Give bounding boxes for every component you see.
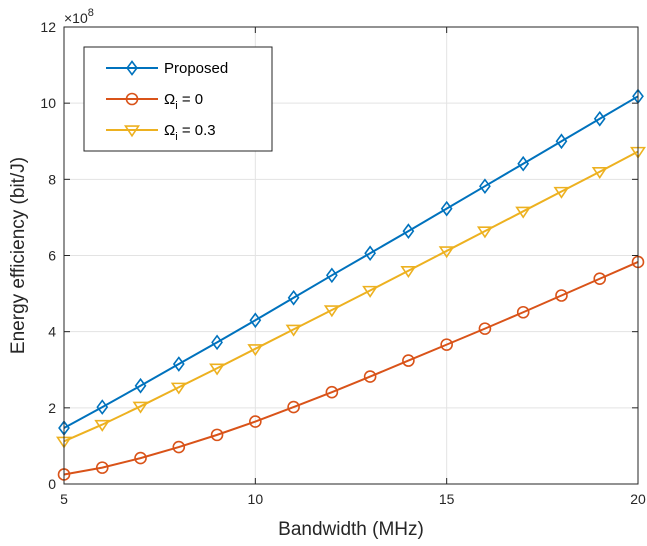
- legend-marker: [125, 92, 139, 106]
- legend: Proposed Ωi = 0 Ωi = 0.3: [83, 46, 273, 152]
- data-point: [170, 382, 187, 395]
- data-point: [591, 167, 608, 180]
- data-point: [364, 245, 377, 262]
- data-point: [593, 110, 606, 127]
- data-point: [555, 289, 568, 302]
- x-axis-label: Bandwidth (MHz): [278, 519, 424, 540]
- y-axis-exponent: ×108: [64, 7, 94, 26]
- data-point: [96, 399, 109, 415]
- data-point: [400, 266, 417, 279]
- data-point: [323, 305, 340, 318]
- data-point: [553, 186, 570, 199]
- legend-entry-2: Ωi = 0: [106, 91, 203, 112]
- data-point: [249, 415, 262, 428]
- data-point: [476, 226, 493, 239]
- y-tick-label: 0: [48, 476, 56, 492]
- data-point: [94, 419, 111, 432]
- series-line: [63, 261, 639, 476]
- data-point: [134, 451, 147, 465]
- data-point: [593, 272, 607, 286]
- data-point: [172, 440, 186, 454]
- data-point: [287, 400, 300, 414]
- data-point: [287, 289, 300, 306]
- data-point: [210, 428, 224, 442]
- series-3: [56, 146, 646, 449]
- data-point: [479, 178, 491, 195]
- data-point: [440, 200, 453, 217]
- data-point: [325, 267, 338, 284]
- data-point: [325, 385, 339, 399]
- legend-label: Ωi = 0: [164, 91, 203, 112]
- y-tick-label: 8: [48, 171, 56, 187]
- data-point: [209, 363, 226, 376]
- data-point: [95, 461, 109, 474]
- y-tick-label: 10: [40, 95, 56, 111]
- series-line: [63, 95, 639, 429]
- data-point: [438, 246, 455, 259]
- data-point: [362, 285, 379, 298]
- y-exponent: 8: [88, 7, 94, 19]
- legend-label: Ωi = 0.3: [164, 122, 216, 143]
- data-point: [249, 312, 262, 329]
- legend-label: Proposed: [164, 60, 228, 77]
- data-point: [516, 305, 530, 319]
- data-point: [555, 133, 568, 150]
- y-tick-label: 4: [48, 324, 56, 340]
- x-tick-label: 10: [248, 491, 264, 507]
- data-point: [440, 338, 453, 351]
- x-tick-label: 5: [60, 491, 68, 507]
- data-point: [132, 401, 149, 414]
- legend-marker: [124, 125, 140, 138]
- data-point: [211, 334, 223, 351]
- series-line: [63, 150, 639, 443]
- x-tick-label: 20: [630, 491, 646, 507]
- data-point: [402, 223, 415, 239]
- y-multiplier: ×10: [64, 10, 88, 26]
- legend-entry-3: Ωi = 0.3: [106, 122, 216, 143]
- data-point: [247, 344, 264, 357]
- legend-marker: [126, 60, 138, 76]
- y-axis-label: Energy efficiency (bit/J): [8, 157, 29, 354]
- y-tick-label: 6: [48, 248, 56, 264]
- ticks: 5 10 15 20 0 2 4 6 8 10 12: [40, 19, 646, 507]
- legend-entry-1: Proposed: [106, 60, 228, 77]
- data-point: [402, 354, 415, 367]
- x-tick-label: 15: [439, 491, 455, 507]
- data-point: [285, 324, 302, 337]
- data-point: [517, 155, 530, 172]
- series-2: [57, 255, 645, 481]
- data-point: [172, 356, 185, 372]
- y-tick-label: 12: [40, 19, 56, 35]
- series-1: [58, 88, 644, 436]
- data-point: [363, 370, 377, 383]
- y-tick-label: 2: [48, 400, 56, 416]
- data-point: [478, 322, 492, 335]
- series-layer: [56, 88, 646, 481]
- data-point: [515, 206, 532, 219]
- data-point: [134, 377, 147, 394]
